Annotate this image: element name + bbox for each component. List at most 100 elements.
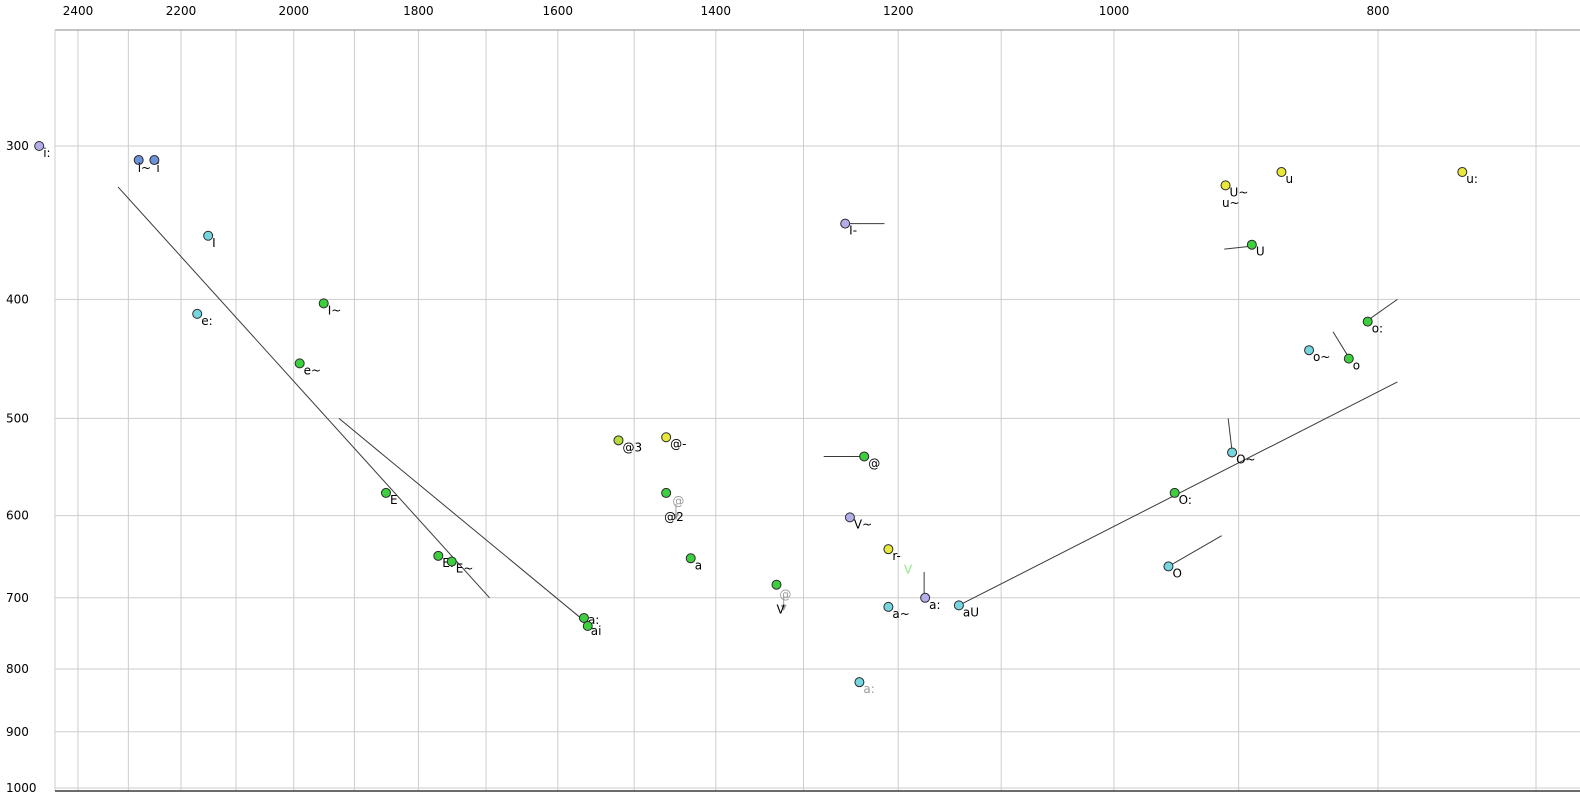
x-axis-tick-2400: 2400 [63,4,94,18]
trajectory-line-11 [1367,298,1398,321]
trajectory-line-2 [338,418,589,625]
point-v [771,579,782,590]
point-e [192,308,203,319]
point-label-2: @2 [664,510,684,524]
point-label-i: I [212,236,216,250]
y-axis-tick-1000: 1000 [6,781,37,795]
point-label-o: o: [1372,322,1383,336]
point-i [203,230,214,241]
point-label-e: e: [201,314,212,328]
point-2 [661,487,672,498]
point-label-i: I~ [328,303,342,317]
point-label-v: V~ [854,517,872,531]
ghost-label-x-2: @ [779,588,791,602]
point-o [1343,353,1354,364]
ghost-label-x-1: @ [672,494,684,508]
point-3 [613,435,624,446]
x-axis-tick-1600: 1600 [543,4,574,18]
point-a [578,612,589,623]
point-label-e: e~ [304,363,321,377]
point-label-a: a: [863,682,874,696]
x-axis-tick-1200: 1200 [883,4,914,18]
point-label-a: a: [588,613,599,627]
point-v [844,512,855,523]
x-axis-tick-1000: 1000 [1099,4,1130,18]
point-u [1276,167,1287,178]
point-label-e: E~ [456,562,474,576]
point-label-u: u [1285,172,1293,186]
ghost-label-u-4: u~ [1222,196,1240,210]
y-axis-tick-800: 800 [6,662,29,676]
point-a [854,677,865,688]
ghost-label-v-3: V [904,563,913,577]
point-i [34,141,45,151]
trajectory-line-10 [1332,331,1350,358]
y-axis-tick-700: 700 [6,591,29,605]
x-axis-tick-2000: 2000 [278,4,309,18]
point-label-r: r- [892,549,901,563]
point-u [1457,167,1468,178]
point-u [1246,239,1257,250]
y-axis-tick-900: 900 [6,725,29,739]
point-label-o: o [1353,359,1360,373]
point-o [1169,487,1180,498]
point-o [1304,345,1315,356]
point-label-u: U~ [1230,185,1249,199]
point-r [883,544,894,555]
point-label-a: a [695,558,702,572]
x-axis-tick-2200: 2200 [166,4,197,18]
point-e [433,550,444,561]
point-o [1163,561,1174,572]
point-e [294,358,305,369]
x-axis-tick-1400: 1400 [701,4,732,18]
point-i [133,155,144,166]
x-axis-tick-800: 800 [1367,4,1390,18]
point-label-a: a~ [892,607,909,621]
y-axis-tick-400: 400 [6,292,29,306]
point-a [920,592,931,603]
point-x [661,432,672,443]
point-label-i: i: [43,146,50,160]
trajectory-line-6 [1224,245,1252,250]
point-label-e: E [390,493,398,507]
glide-arrow-head-2 [780,604,787,611]
y-axis-tick-600: 600 [6,509,29,523]
point-i [318,298,329,309]
point-label-o: O~ [1236,452,1256,466]
point-label-i: i~ [138,161,151,175]
point-label-o: O: [1179,493,1192,507]
point-label-o: O [1172,566,1181,580]
y-axis-tick-500: 500 [6,411,29,425]
x-axis-tick-1800: 1800 [403,4,434,18]
point-a [883,601,894,612]
point-i [840,218,851,229]
point-label-a: a: [929,598,940,612]
point-label-au: aU [963,605,979,619]
point-label-u: U [1256,245,1265,259]
point-x [859,451,870,462]
point-ai [582,620,593,631]
glide-arrow-head-1 [672,513,679,520]
point-o [1362,316,1373,327]
trajectory-line-1 [117,186,490,599]
point-label-v: V [777,603,786,617]
trajectory-line-9 [1168,535,1222,567]
point-label-x: @- [670,437,686,451]
point-label-o: o~ [1313,350,1330,364]
point-e [380,487,391,498]
point-label-u: u: [1466,172,1478,186]
trajectory-line-8 [1227,418,1233,452]
point-label-i: i [156,161,159,175]
point-o [1227,447,1238,458]
point-e [446,556,457,567]
point-label-ai: ai [591,624,602,638]
point-u [1220,180,1231,191]
point-label-i: I- [849,224,857,238]
point-label-x: @ [868,456,880,470]
point-au [953,600,964,611]
point-i [149,155,160,166]
point-label-3: @3 [622,440,642,454]
y-axis-tick-300: 300 [6,139,29,153]
